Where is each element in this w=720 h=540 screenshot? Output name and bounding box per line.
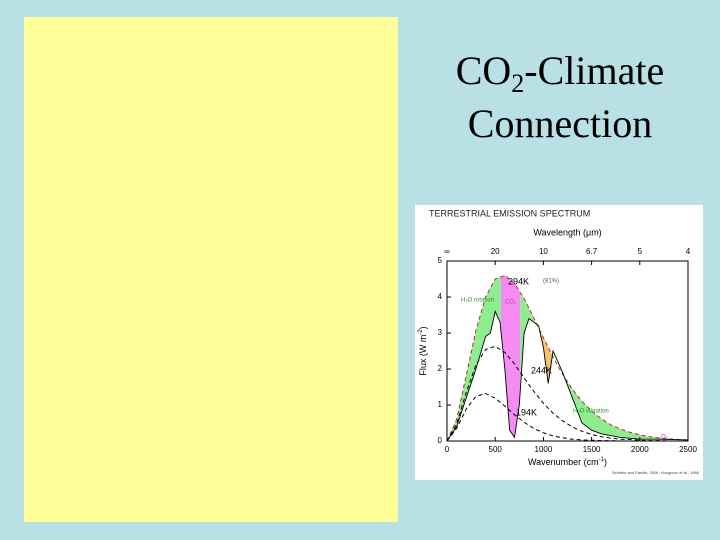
superscript: -2	[418, 329, 424, 335]
title-subscript: 2	[511, 69, 525, 98]
x-tick-label: 2500	[679, 445, 697, 454]
x-tick-label: 1000	[535, 445, 553, 454]
top-tick-label: 4	[686, 247, 691, 256]
top-tick-label: 6.7	[586, 247, 598, 256]
band-label: H₂O rotation	[461, 298, 494, 304]
band-fill	[447, 276, 501, 441]
label-part: Flux (W m	[418, 335, 428, 376]
band-fill	[500, 275, 521, 438]
spectrum-line	[446, 392, 688, 442]
title-line: Connection	[467, 101, 653, 146]
x-tick-label: 500	[489, 445, 503, 454]
spectrum-line	[446, 345, 688, 442]
x-tick-label: 1500	[583, 445, 601, 454]
y-tick-label: 1	[438, 400, 443, 409]
top-tick-label: ∞	[444, 247, 450, 256]
y-axis-label: Flux (W m-2)	[418, 326, 429, 375]
source-note: Seinfeld and Pandis, 2006; Houghton et a…	[612, 470, 700, 475]
band-fill	[551, 353, 688, 440]
top-tick-label: 10	[539, 247, 548, 256]
y-tick-label: 4	[438, 292, 443, 301]
title-text: CO	[455, 48, 512, 93]
curve-label: 294K	[508, 276, 529, 286]
band-fill	[541, 333, 552, 384]
top-axis-label: Wavelength (μm)	[533, 227, 601, 237]
spectrum-line	[446, 274, 689, 442]
y-tick-label: 0	[438, 436, 443, 445]
figure-background	[415, 205, 703, 480]
x-axis-label: Wavenumber (cm-1)	[528, 457, 607, 468]
band-label: CO₂	[505, 300, 517, 306]
curve-label: 194K	[516, 407, 537, 417]
label-part: Wavenumber (cm	[528, 457, 599, 467]
y-tick-label: 3	[438, 328, 443, 337]
plot-frame	[446, 260, 689, 442]
label-part: )	[604, 457, 607, 467]
top-tick-label: 5	[638, 247, 643, 256]
x-tick-label: 2000	[631, 445, 649, 454]
text-panel	[24, 17, 398, 522]
superscript: -1	[599, 457, 605, 463]
spectrum-line	[446, 309, 689, 442]
band-fill	[520, 292, 542, 391]
slide-title: CO2-Climate Connection	[410, 44, 710, 150]
y-tick-label: 5	[438, 256, 443, 265]
figure-title: TERRESTRIAL EMISSION SPECTRUM	[429, 208, 590, 218]
title-text: -Climate	[524, 48, 665, 93]
title-line: CO2-Climate	[410, 44, 710, 97]
annotation: O₃	[661, 435, 669, 441]
annotation: (81%)	[543, 279, 559, 285]
y-tick-label: 2	[438, 364, 443, 373]
figure: TERRESTRIAL EMISSION SPECTRUM Wavelength …	[415, 205, 703, 480]
band-label: H₂O vibration	[573, 409, 609, 415]
top-tick-label: 20	[491, 247, 500, 256]
label-part: )	[418, 326, 428, 329]
curve-label: 244K	[531, 365, 552, 375]
x-tick-label: 0	[445, 445, 450, 454]
